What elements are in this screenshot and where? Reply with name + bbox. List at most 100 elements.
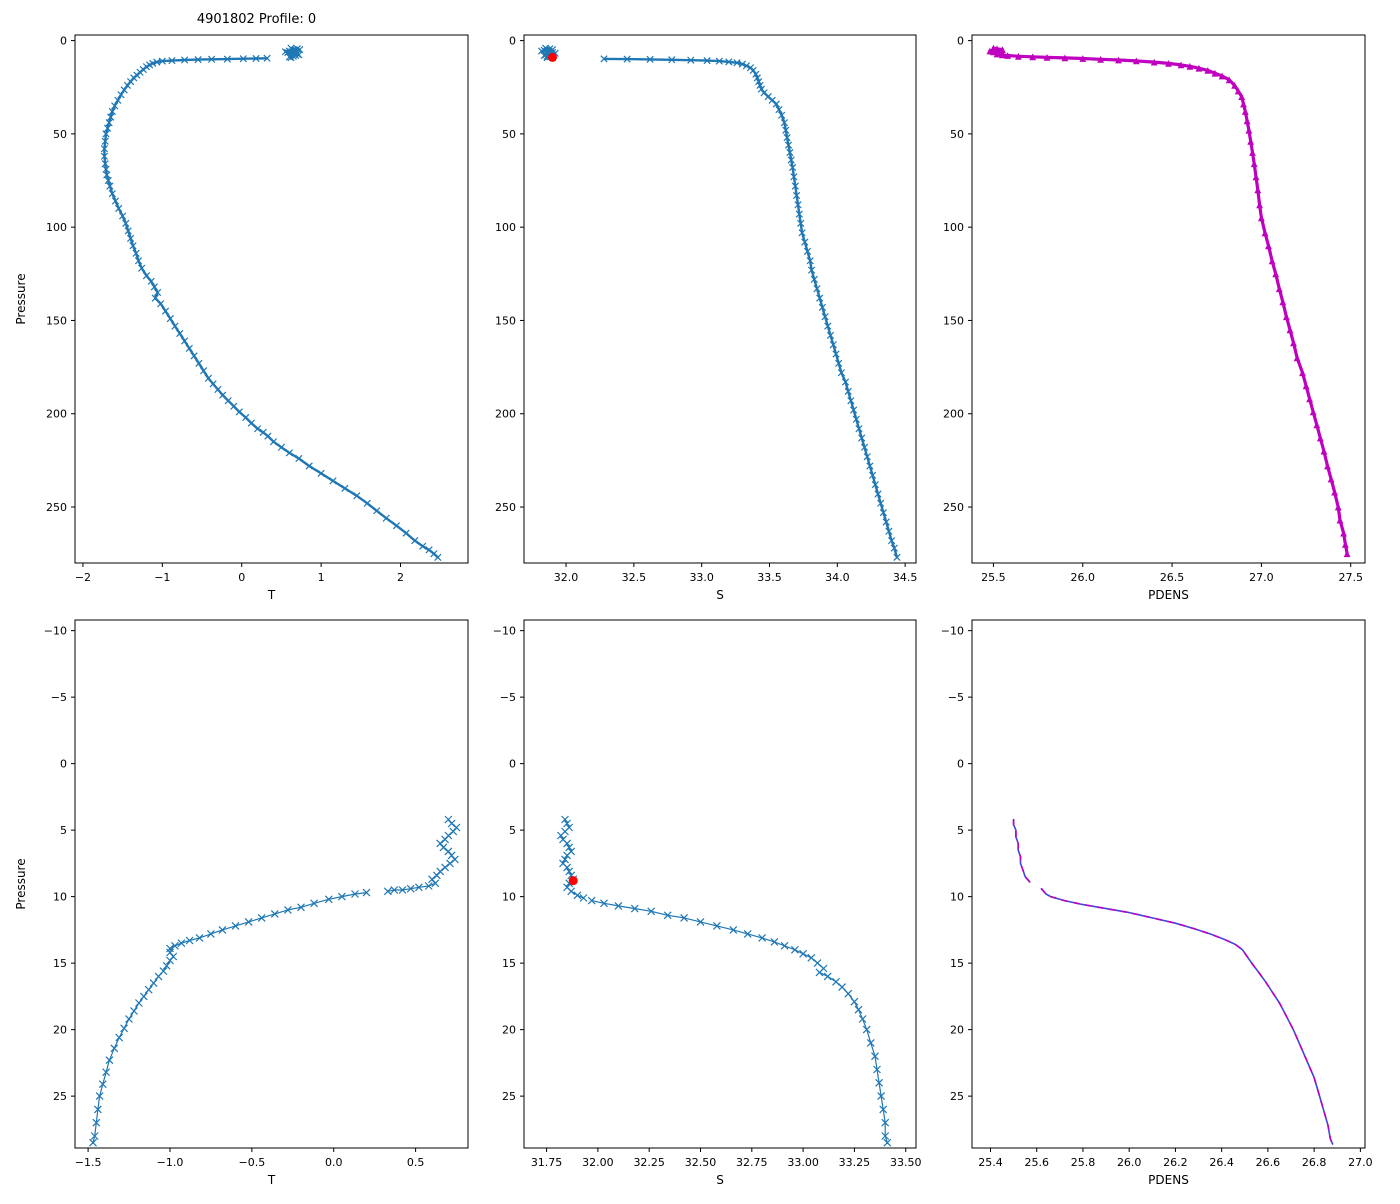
y-tick-label: 50 <box>950 128 964 141</box>
y-tick-label: −10 <box>44 625 67 638</box>
x-tick-label: 32.75 <box>736 1156 768 1169</box>
series-dash-PDENS-zoom-lower <box>1040 888 1334 1145</box>
figure-title: 4901802 Profile: 0 <box>197 12 316 27</box>
x-tick-label: 32.0 <box>554 571 579 584</box>
highlight-dot <box>547 52 557 62</box>
y-tick-label: 250 <box>495 501 516 514</box>
y-tick-label: 0 <box>509 35 516 48</box>
x-tick-label: 25.5 <box>981 571 1006 584</box>
y-tick-label: 0 <box>60 758 67 771</box>
series-line-PDENS-zoom-upper <box>1012 818 1031 883</box>
x-tick-label: 32.25 <box>633 1156 665 1169</box>
x-tick-label: 33.25 <box>839 1156 871 1169</box>
x-tick-label: 26.2 <box>1163 1156 1188 1169</box>
y-tick-label: 50 <box>53 128 67 141</box>
y-tick-label: 15 <box>53 957 67 970</box>
x-tick-label: 27.0 <box>1348 1156 1373 1169</box>
y-tick-label: 0 <box>60 35 67 48</box>
x-tick-label: 27.5 <box>1338 571 1363 584</box>
series-line-S-main <box>602 57 899 559</box>
y-tick-label: 25 <box>53 1090 67 1103</box>
y-tick-label: 0 <box>957 758 964 771</box>
x-tick-label: 33.50 <box>890 1156 922 1169</box>
series-line-T-zoom-lower <box>92 892 368 1144</box>
x-axis-label-temperature-profile-full: T <box>267 588 276 602</box>
y-tick-label: −10 <box>493 625 516 638</box>
y-tick-label: 0 <box>509 758 516 771</box>
x-tick-label: 25.6 <box>1024 1156 1049 1169</box>
x-tick-label: 0.5 <box>407 1156 425 1169</box>
y-axis-label-temperature-profile-full: Pressure <box>14 273 28 324</box>
x-tick-label: −0.5 <box>238 1156 265 1169</box>
highlight-dot <box>568 876 578 886</box>
axes-frame-salinity-profile-full <box>523 34 917 564</box>
x-tick-label: 34.0 <box>825 571 850 584</box>
y-tick-label: 150 <box>495 314 516 327</box>
y-tick-label: 200 <box>46 408 67 421</box>
series-x-markers-S-zoom-upper <box>556 815 588 902</box>
axes-frame-pdens-profile-zoom <box>971 619 1366 1149</box>
series-x-markers-T-main <box>100 54 442 562</box>
x-tick-label: 31.75 <box>531 1156 563 1169</box>
y-tick-label: −5 <box>500 691 516 704</box>
x-tick-label: 25.8 <box>1071 1156 1096 1169</box>
x-tick-label: 26.0 <box>1071 571 1096 584</box>
x-tick-label: 33.5 <box>757 571 782 584</box>
x-tick-label: 26.0 <box>1117 1156 1142 1169</box>
series-line-S-zoom-lower <box>591 900 888 1144</box>
series-line-T-zoom-upper <box>387 818 458 892</box>
x-tick-label: −1.0 <box>157 1156 184 1169</box>
x-tick-label: 25.4 <box>978 1156 1003 1169</box>
x-tick-label: 26.8 <box>1302 1156 1327 1169</box>
y-tick-label: 15 <box>950 957 964 970</box>
y-tick-label: 5 <box>509 824 516 837</box>
y-tick-label: 10 <box>950 891 964 904</box>
series-x-markers-T-zoom-lower <box>89 888 371 1147</box>
y-tick-label: 250 <box>943 501 964 514</box>
y-tick-label: 200 <box>943 408 964 421</box>
x-tick-label: 26.6 <box>1256 1156 1281 1169</box>
y-tick-label: −5 <box>948 691 964 704</box>
x-tick-label: 26.4 <box>1209 1156 1234 1169</box>
y-tick-label: 10 <box>53 891 67 904</box>
y-tick-label: −5 <box>51 691 67 704</box>
x-axis-label-pdens-profile-full: PDENS <box>1148 588 1189 602</box>
x-tick-label: −1 <box>154 571 170 584</box>
x-tick-label: 26.5 <box>1160 571 1185 584</box>
series-x-markers-S-main <box>600 55 901 562</box>
y-tick-label: 50 <box>502 128 516 141</box>
series-line-PDENS-main <box>988 46 1349 556</box>
y-tick-label: 20 <box>53 1024 67 1037</box>
y-axis-label-temperature-profile-zoom: Pressure <box>14 858 28 909</box>
y-tick-label: 150 <box>46 314 67 327</box>
axes-frame-temperature-profile-full <box>74 34 469 564</box>
axes-frame-pdens-profile-full <box>971 34 1366 564</box>
series-line-PDENS-zoom-lower <box>1040 887 1334 1145</box>
x-tick-label: 0 <box>238 571 245 584</box>
y-tick-label: 250 <box>46 501 67 514</box>
series-x-markers-T-zoom-upper <box>383 815 461 896</box>
x-axis-label-salinity-profile-full: S <box>716 588 724 602</box>
y-tick-label: 10 <box>502 891 516 904</box>
series-line-T-main <box>103 57 439 559</box>
y-tick-label: −10 <box>941 625 964 638</box>
x-tick-label: 33.0 <box>689 571 714 584</box>
x-tick-label: 2 <box>397 571 404 584</box>
x-tick-label: 1 <box>318 571 325 584</box>
y-tick-label: 25 <box>950 1090 964 1103</box>
x-tick-label: 27.0 <box>1249 571 1274 584</box>
y-tick-label: 0 <box>957 35 964 48</box>
y-tick-label: 100 <box>495 221 516 234</box>
y-tick-label: 100 <box>46 221 67 234</box>
y-tick-label: 200 <box>495 408 516 421</box>
y-tick-label: 15 <box>502 957 516 970</box>
x-axis-label-pdens-profile-zoom: PDENS <box>1148 1173 1189 1187</box>
y-tick-label: 5 <box>957 824 964 837</box>
axes-frame-temperature-profile-zoom <box>74 619 469 1149</box>
x-tick-label: 34.5 <box>893 571 918 584</box>
x-tick-label: −2 <box>75 571 91 584</box>
x-tick-label: 32.50 <box>685 1156 717 1169</box>
x-axis-label-salinity-profile-zoom: S <box>716 1173 724 1187</box>
x-axis-label-temperature-profile-zoom: T <box>267 1173 276 1187</box>
